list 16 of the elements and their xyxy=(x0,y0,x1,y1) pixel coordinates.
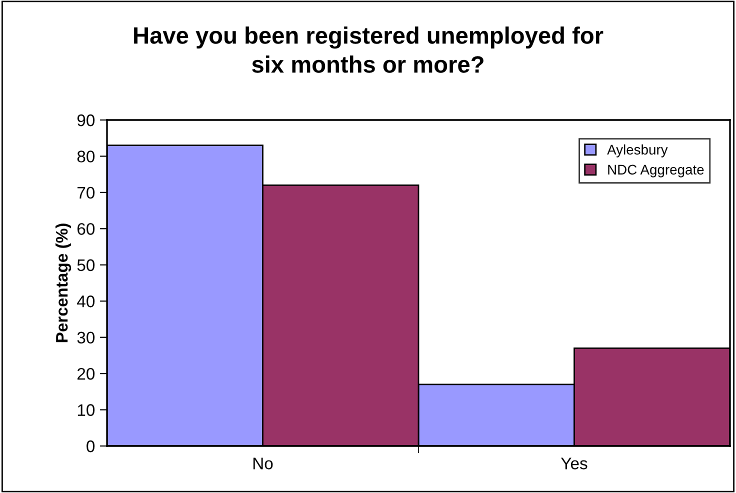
y-tick-label: 0 xyxy=(86,440,95,452)
y-tick-label: 80 xyxy=(77,150,95,162)
y-tick-label: 70 xyxy=(78,186,95,199)
x-tick-label: Yes xyxy=(561,458,588,470)
y-tick-label: 60 xyxy=(78,223,95,235)
y-tick-label: 20 xyxy=(77,368,95,380)
y-tick-label: 30 xyxy=(77,332,95,344)
y-tick-label: 90 xyxy=(77,114,95,126)
y-tick-label: 50 xyxy=(77,259,95,272)
x-tick-label: No xyxy=(253,458,273,470)
legend-label: Aylesbury xyxy=(607,144,668,158)
y-tick-label: 10 xyxy=(78,404,95,416)
legend-label: NDC Aggregate xyxy=(608,164,704,178)
y-axis-title: Percentage (%) xyxy=(55,224,72,342)
chart-title: Have you been registered unemployed for six months or more? xyxy=(134,26,604,73)
y-tick-label: 40 xyxy=(77,296,95,308)
